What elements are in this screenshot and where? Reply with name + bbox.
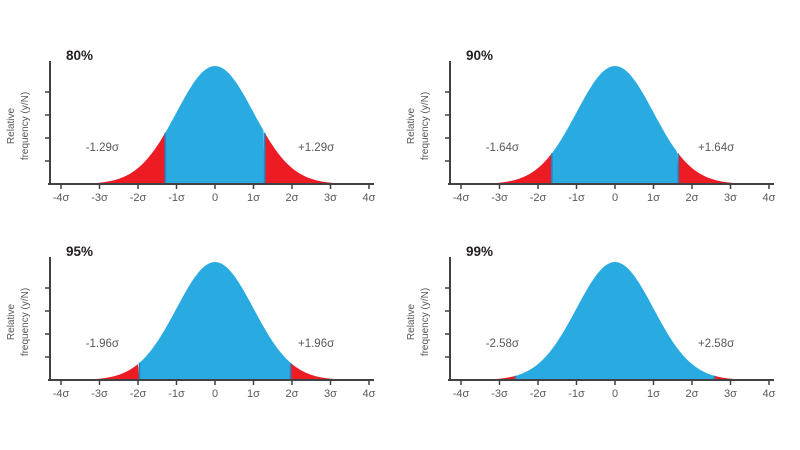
x-tick-label: -2σ	[130, 388, 147, 400]
x-tick-label: 2σ	[286, 388, 299, 400]
bell-curve-plot-99: -4σ -3σ -2σ -1σ 0 1σ 2σ 3σ 4σ 99% -2.58σ +2.58σ Rela…	[406, 244, 776, 400]
bell-curve-plot-80: -4σ -3σ -2σ -1σ 0 1σ 2σ 3σ 4σ 80% -1.29σ +1.29σ Rela…	[6, 48, 376, 204]
x-tick-label: -3σ	[91, 388, 108, 400]
x-tick-label: 3σ	[724, 388, 737, 400]
x-tick-label: -4σ	[53, 388, 70, 400]
cutoff-label-left: -1.96σ	[86, 338, 119, 350]
x-tick-label: -1σ	[568, 388, 585, 400]
x-tick-label: -1σ	[568, 192, 585, 204]
x-tick-label: 2σ	[686, 192, 699, 204]
x-tick-label: 3σ	[724, 192, 737, 204]
chart-panel-99: -4σ -3σ -2σ -1σ 0 1σ 2σ 3σ 4σ 99% -2.58σ +2.58σ Rela…	[400, 225, 800, 450]
confidence-title: 80%	[66, 48, 93, 63]
x-tick-label: 1σ	[647, 192, 660, 204]
y-axis-label-line2: frequency (y/N)	[20, 92, 31, 160]
cutoff-label-right: +2.58σ	[698, 338, 734, 350]
x-tick-label: -1σ	[168, 388, 185, 400]
cutoff-label-right: +1.96σ	[298, 338, 334, 350]
x-tick-label: 1σ	[247, 192, 260, 204]
cutoff-label-right: +1.64σ	[698, 142, 734, 154]
y-axis-label-line1: Relative	[6, 108, 17, 145]
x-tick-label: 4σ	[363, 192, 376, 204]
curve-right-tail-area	[678, 153, 769, 184]
curve-center-area	[515, 262, 715, 380]
x-tick-label: 1σ	[647, 388, 660, 400]
y-axis-label-line1: Relative	[6, 304, 17, 341]
x-tick-label: 1σ	[247, 388, 260, 400]
x-tick-label: -4σ	[453, 388, 470, 400]
x-tick-label: 0	[612, 192, 618, 204]
x-tick-label: 2σ	[686, 388, 699, 400]
x-tick-label: 0	[212, 192, 218, 204]
x-tick-label: -3σ	[91, 192, 108, 204]
curve-right-tail-area	[290, 362, 369, 380]
bell-curve-plot-95: -4σ -3σ -2σ -1σ 0 1σ 2σ 3σ 4σ 95% -1.96σ +1.96σ Rela…	[6, 244, 376, 400]
x-tick-label: -3σ	[491, 388, 508, 400]
cutoff-label-left: -1.64σ	[486, 142, 519, 154]
curve-center-area	[139, 262, 291, 380]
confidence-title: 99%	[466, 244, 493, 259]
cutoff-label-left: -1.29σ	[86, 142, 119, 154]
x-tick-label: 4σ	[763, 388, 776, 400]
x-tick-label: -2σ	[130, 192, 147, 204]
x-tick-label: -2σ	[530, 192, 547, 204]
chart-panel-90: -4σ -3σ -2σ -1σ 0 1σ 2σ 3σ 4σ 90% -1.64σ +1.64σ Rela…	[400, 0, 800, 225]
x-tick-label: -3σ	[491, 192, 508, 204]
x-tick-label: -4σ	[453, 192, 470, 204]
x-tick-label: 0	[612, 388, 618, 400]
curve-right-tail-area	[264, 132, 369, 184]
x-tick-label: 0	[212, 388, 218, 400]
x-tick-label: -1σ	[168, 192, 185, 204]
cutoff-label-right: +1.29σ	[298, 142, 334, 154]
cutoff-label-left: -2.58σ	[486, 338, 519, 350]
confidence-title: 90%	[466, 48, 493, 63]
y-axis-label-line1: Relative	[406, 108, 417, 145]
y-axis-label-line2: frequency (y/N)	[420, 92, 431, 160]
curve-right-tail-area	[714, 375, 769, 380]
curve-left-tail-area	[461, 153, 552, 184]
confidence-title: 95%	[66, 244, 93, 259]
x-tick-label: 4σ	[763, 192, 776, 204]
x-tick-label: -4σ	[53, 192, 70, 204]
x-tick-label: 3σ	[324, 192, 337, 204]
x-tick-label: -2σ	[530, 388, 547, 400]
y-axis-label-line2: frequency (y/N)	[420, 288, 431, 356]
curve-center-area	[551, 66, 679, 184]
chart-panel-95: -4σ -3σ -2σ -1σ 0 1σ 2σ 3σ 4σ 95% -1.96σ +1.96σ Rela…	[0, 225, 400, 450]
x-tick-label: 4σ	[363, 388, 376, 400]
y-axis-label-line1: Relative	[406, 304, 417, 341]
curve-center-area	[165, 66, 265, 184]
curve-left-tail-area	[61, 364, 140, 380]
bell-curve-plot-90: -4σ -3σ -2σ -1σ 0 1σ 2σ 3σ 4σ 90% -1.64σ +1.64σ Rela…	[406, 48, 776, 204]
y-axis-label-line2: frequency (y/N)	[20, 288, 31, 356]
x-tick-label: 3σ	[324, 388, 337, 400]
chart-panel-80: -4σ -3σ -2σ -1σ 0 1σ 2σ 3σ 4σ 80% -1.29σ +1.29σ Rela…	[0, 0, 400, 225]
curve-left-tail-area	[61, 133, 166, 184]
x-tick-label: 2σ	[286, 192, 299, 204]
curve-left-tail-area	[461, 375, 516, 380]
